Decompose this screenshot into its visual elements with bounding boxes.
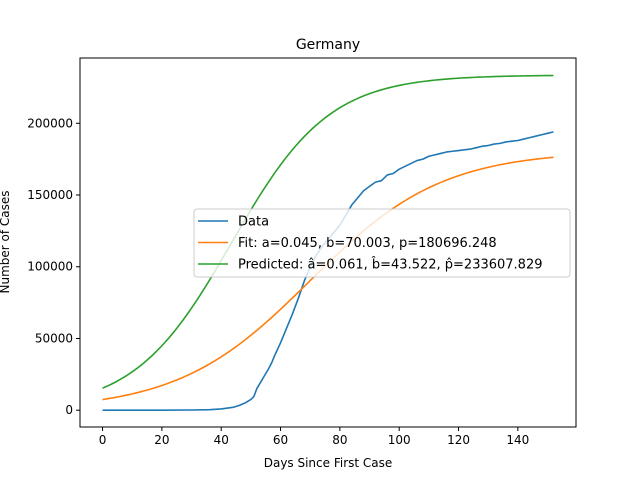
x-axis: 0 20 40 60 80 100 120 140 xyxy=(99,427,529,447)
legend: Data Fit: a=0.045, b=70.003, p=180696.248… xyxy=(193,208,571,278)
plot-frame xyxy=(79,57,577,428)
legend-label-0: Data xyxy=(238,215,269,230)
x-tick-label: 40 xyxy=(214,433,229,447)
y-axis: 0 50000 100000 150000 200000 xyxy=(27,116,80,417)
y-axis-label: Number of Cases xyxy=(0,190,12,293)
y-tick-label: 0 xyxy=(65,403,73,417)
y-tick-label: 200000 xyxy=(27,116,73,130)
x-tick-label: 60 xyxy=(273,433,288,447)
x-tick-label: 140 xyxy=(506,433,529,447)
legend-box xyxy=(193,208,571,278)
x-tick-label: 20 xyxy=(154,433,169,447)
x-tick-label: 0 xyxy=(99,433,107,447)
y-tick-label: 150000 xyxy=(27,188,73,202)
series-line-0 xyxy=(102,131,554,412)
legend-label-1: Fit: a=0.045, b=70.003, p=180696.248 xyxy=(238,236,497,251)
x-tick-label: 120 xyxy=(447,433,470,447)
legend-label-2: Predicted: â=0.061, b̂=43.522, p̂=233607… xyxy=(238,257,543,272)
x-tick-label: 80 xyxy=(332,433,347,447)
chart-title: Germany xyxy=(296,37,360,53)
series-line-2 xyxy=(102,74,554,389)
x-axis-label: Days Since First Case xyxy=(264,456,393,470)
x-tick-label: 100 xyxy=(388,433,411,447)
y-tick-label: 50000 xyxy=(35,331,73,345)
legend-entries: Data Fit: a=0.045, b=70.003, p=180696.248… xyxy=(198,215,543,273)
y-tick-label: 100000 xyxy=(27,260,73,274)
